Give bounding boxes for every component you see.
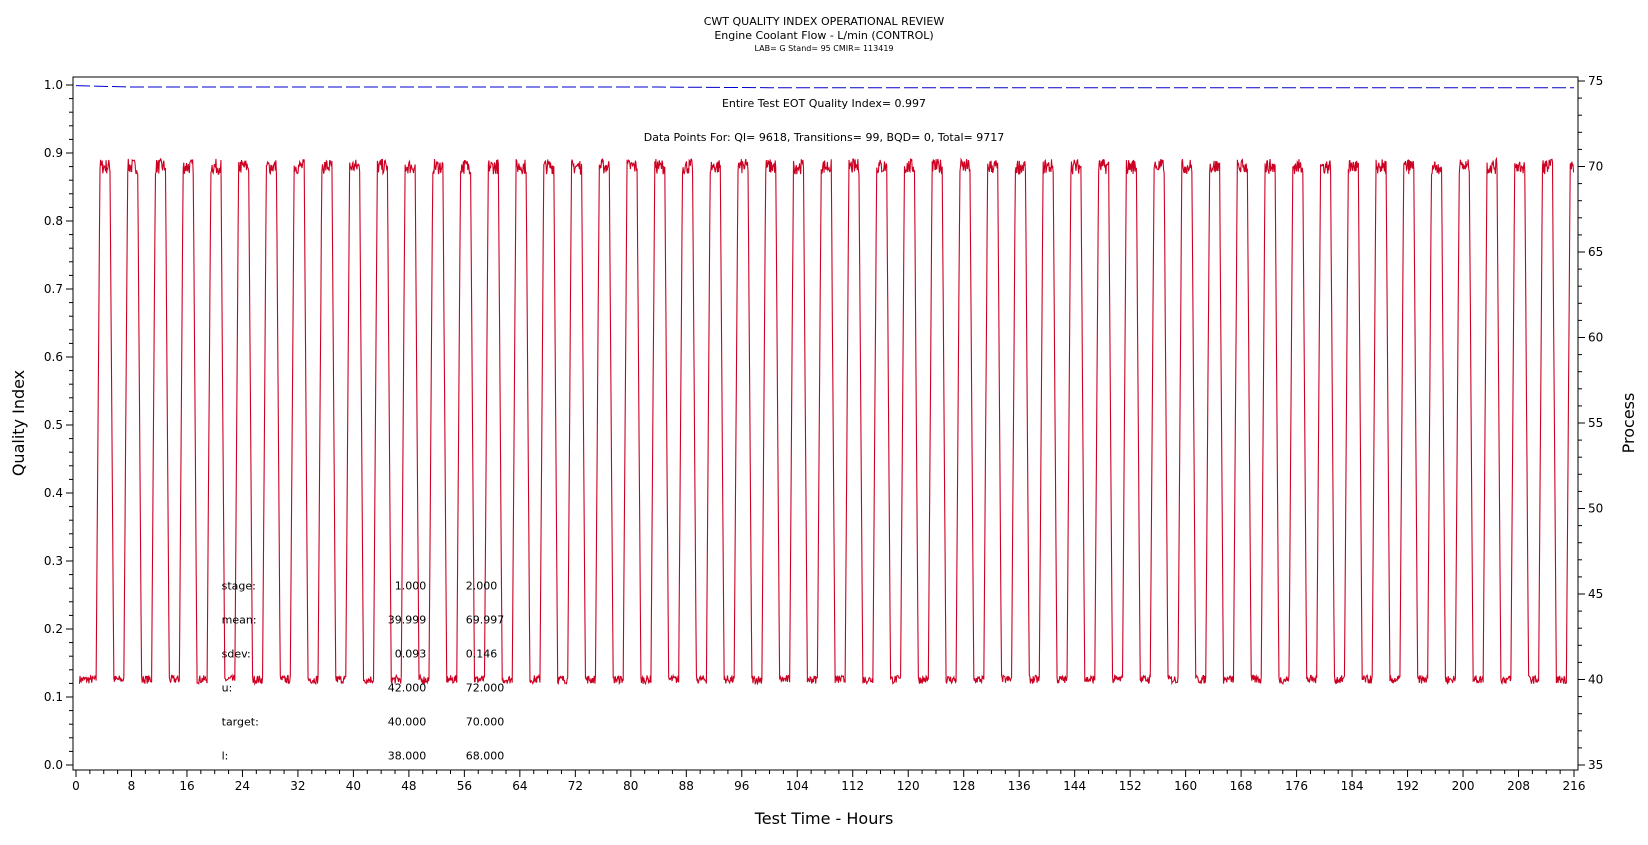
x-tick-label: 120 (897, 779, 920, 793)
y-tick-label: 0.3 (44, 554, 63, 568)
y2-tick-label: 65 (1588, 245, 1603, 259)
y2-tick-label: 70 (1588, 160, 1603, 174)
x-tick-label: 128 (952, 779, 975, 793)
x-tick-label: 64 (512, 779, 527, 793)
stats-stage1-value: 1.000 (395, 580, 427, 593)
plot-frame (72, 76, 1579, 771)
y-tick-label: 0.2 (44, 622, 63, 636)
x-tick-label: 144 (1063, 779, 1086, 793)
x-tick-label: 40 (346, 779, 361, 793)
quality-index-annotation: Entire Test EOT Quality Index= 0.997 (722, 97, 926, 110)
data-points-annotation: Data Points For: QI= 9618, Transitions= … (644, 131, 1005, 144)
y-tick-label: 0.7 (44, 282, 63, 296)
stats-row-label: mean: (222, 614, 257, 627)
stats-stage2-value: 0.146 (466, 648, 498, 661)
x-tick-label: 208 (1507, 779, 1530, 793)
x-tick-label: 160 (1174, 779, 1197, 793)
x-tick-label: 184 (1341, 779, 1364, 793)
x-tick-label: 216 (1563, 779, 1586, 793)
x-tick-label: 24 (235, 779, 250, 793)
y2-tick-label: 60 (1588, 331, 1603, 345)
y2-tick-label: 45 (1588, 587, 1603, 601)
y2-tick-label: 50 (1588, 502, 1603, 516)
y2-tick-label: 55 (1588, 416, 1603, 430)
x-tick-label: 96 (734, 779, 749, 793)
y-axis-label: Quality Index (9, 370, 28, 476)
x-tick-label: 176 (1285, 779, 1308, 793)
x-tick-label: 72 (568, 779, 583, 793)
x-axis-label: Test Time - Hours (754, 809, 894, 828)
stats-table: stage: 1.000 2.000 mean: 39.999 69.997 sdev: 0.… (222, 580, 505, 763)
x-tick-label: 88 (679, 779, 694, 793)
y2-axis-label: Process (1619, 393, 1638, 454)
stats-stage2-value: 70.000 (466, 716, 505, 729)
x-tick-label: 8 (128, 779, 136, 793)
x-tick-label: 192 (1396, 779, 1419, 793)
stats-stage2-value: 2.000 (466, 580, 498, 593)
x-tick-label: 56 (457, 779, 472, 793)
x-tick-label: 136 (1008, 779, 1031, 793)
stats-row-label: u: (222, 682, 233, 695)
stats-stage1-value: 38.000 (388, 750, 427, 763)
chart-subtitle: Engine Coolant Flow - L/min (CONTROL) (714, 29, 933, 42)
stats-stage1-value: 39.999 (388, 614, 427, 627)
y-tick-label: 0.0 (44, 758, 63, 772)
stats-stage2-value: 69.997 (466, 614, 505, 627)
x-tick-label: 152 (1119, 779, 1142, 793)
chart-title: CWT QUALITY INDEX OPERATIONAL REVIEW (704, 15, 945, 28)
y-tick-label: 0.4 (44, 486, 63, 500)
x-tick-label: 32 (290, 779, 305, 793)
process-series-line (78, 156, 1575, 686)
stats-stage1-value: 42.000 (388, 682, 427, 695)
stats-stage1-value: 40.000 (388, 716, 427, 729)
stats-stage2-value: 72.000 (466, 682, 505, 695)
x-tick-label: 112 (841, 779, 864, 793)
stats-row-label: sdev: (222, 648, 251, 661)
quality-index-series-line (75, 85, 1574, 89)
x-tick-label: 80 (623, 779, 638, 793)
y-tick-label: 0.1 (44, 690, 63, 704)
x-tick-label: 104 (786, 779, 809, 793)
x-tick-label: 168 (1230, 779, 1253, 793)
stats-row-label: stage: (222, 580, 256, 593)
y-tick-label: 1.0 (44, 78, 63, 92)
x-tick-label: 0 (72, 779, 80, 793)
y-tick-label: 0.8 (44, 214, 63, 228)
y2-axis-ticks: 35 40 45 50 55 60 65 70 75 (1578, 74, 1603, 772)
y2-tick-label: 75 (1588, 74, 1603, 88)
x-tick-label: 48 (401, 779, 416, 793)
stats-row-label: target: (222, 716, 259, 729)
x-tick-label: 16 (179, 779, 194, 793)
chart-subtitle-lab: LAB= G Stand= 95 CMIR= 113419 (754, 44, 893, 53)
y2-tick-label: 40 (1588, 673, 1603, 687)
stats-stage1-value: 0.093 (395, 648, 427, 661)
stats-row-label: l: (222, 750, 229, 763)
y-tick-label: 0.5 (44, 418, 63, 432)
x-tick-label: 200 (1452, 779, 1475, 793)
y-tick-label: 0.6 (44, 350, 63, 364)
y-tick-label: 0.9 (44, 146, 63, 160)
y2-tick-label: 35 (1588, 758, 1603, 772)
x-axis-ticks: 0 8 16 24 32 40 48 56 64 72 80 88 96 104 112 120 128 136 1… (72, 770, 1585, 793)
y-axis-ticks: 0.0 0.1 0.2 0.3 0.4 0.5 0.6 0.7 0.8 0.9 1.0 (44, 78, 73, 772)
stats-stage2-value: 68.000 (466, 750, 505, 763)
